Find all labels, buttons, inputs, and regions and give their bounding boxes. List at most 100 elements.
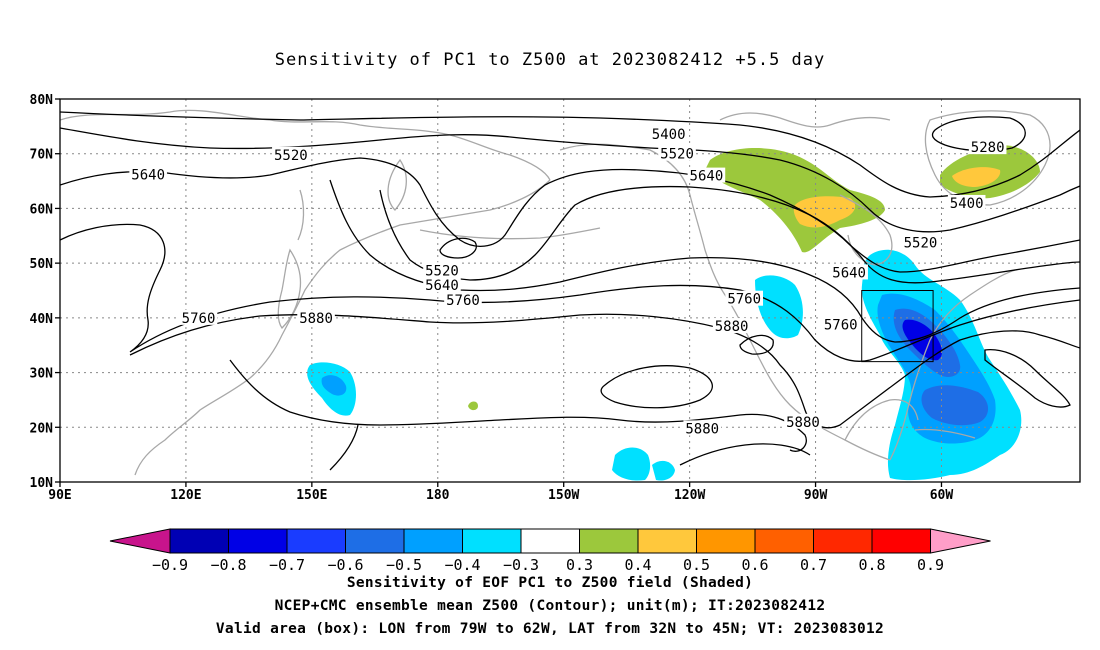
- figure-title: Sensitivity of PC1 to Z500 at 2023082412…: [274, 50, 826, 70]
- positive-dot-pacific: [468, 401, 478, 411]
- coast-greenland: [924, 110, 1051, 206]
- lat-label: 60N: [30, 202, 54, 217]
- contour-label-bg: [649, 126, 688, 142]
- coast-caribbean: [914, 428, 976, 439]
- contour-5880-se: [679, 443, 811, 466]
- lon-label: 90E: [48, 488, 71, 503]
- contour-label-bg: [658, 145, 696, 161]
- contour-label: 5880: [786, 415, 820, 431]
- coast-north-america-west: [724, 294, 891, 461]
- caption-shading: Sensitivity of EOF PC1 to Z500 field (Sh…: [346, 575, 754, 591]
- contour-label: 5880: [685, 421, 719, 437]
- colorbar-swatch: [169, 528, 229, 554]
- colorbar-label: −0.3: [503, 556, 539, 574]
- contour-label-bg: [968, 139, 1007, 155]
- contour-5880-loop-east: [984, 349, 1071, 408]
- contour-label-bg: [947, 194, 986, 210]
- coast-sakhalin: [297, 189, 305, 241]
- graticule: [60, 99, 1080, 482]
- colorbar-swatch: [579, 528, 639, 554]
- colorbar-label: 0.9: [917, 556, 944, 574]
- colorbar: −0.9 −0.8 −0.7 −0.6 −0.5 −0.4 −0.3 0.3 0.4 0.5 0.6…: [109, 528, 991, 574]
- contour-label: 5520: [904, 235, 938, 251]
- contour-5280: [931, 116, 1026, 152]
- coast-kamchatka: [387, 158, 407, 211]
- contour-label-bg: [725, 290, 763, 306]
- contour-label-bg: [297, 309, 335, 325]
- contour-label-bg: [423, 277, 461, 293]
- coast-hudson: [839, 194, 893, 266]
- lon-label: 120W: [674, 488, 705, 503]
- contour-label-bg: [179, 309, 218, 325]
- colorbar-swatch: [520, 528, 580, 554]
- contour-label: 5760: [446, 293, 480, 309]
- contour-label: 5640: [690, 169, 724, 185]
- colorbar-label: −0.5: [386, 556, 422, 574]
- lat-label: 20N: [30, 421, 54, 436]
- colorbar-label: −0.7: [269, 556, 305, 574]
- coast-arctic-islands: [719, 112, 891, 128]
- colorbar-label: −0.9: [152, 556, 188, 574]
- contour-label-bg: [784, 413, 822, 429]
- colorbar-swatch: [345, 528, 405, 554]
- colorbar-swatch: [813, 528, 873, 554]
- negative-strong-south: [921, 385, 989, 426]
- colorbar-under-triangle: [109, 528, 171, 554]
- contour-5880-south: [129, 313, 1080, 429]
- colorbar-over-triangle: [930, 528, 991, 554]
- contour-label: 5640: [425, 278, 459, 294]
- latitude-labels: 80N 70N 60N 50N 40N 30N 20N 10N: [30, 93, 60, 491]
- colorbar-swatch: [754, 528, 814, 554]
- lat-label: 50N: [30, 257, 54, 272]
- contour-5520-loop: [439, 237, 477, 259]
- contour-label-bg: [423, 262, 461, 278]
- lat-label: 40N: [30, 312, 54, 327]
- contour-label-bg: [830, 264, 868, 280]
- colorbar-swatch: [228, 528, 288, 554]
- contour-label-bg: [129, 166, 167, 182]
- positive-core-greenland: [952, 167, 1001, 187]
- colorbar-swatch: [637, 528, 697, 554]
- contour-label: 5520: [274, 148, 308, 164]
- colorbar-label: 0.8: [858, 556, 885, 574]
- sensitivity-shading: [307, 145, 1040, 481]
- coast-asia-east: [134, 179, 551, 476]
- contour-label-bg: [821, 316, 860, 332]
- lat-label: 30N: [30, 367, 54, 382]
- caption-contour: NCEP+CMC ensemble mean Z500 (Contour); u…: [274, 598, 826, 614]
- contour-label-bg: [444, 291, 482, 307]
- coast-aleutians: [419, 227, 601, 240]
- contour-label: 5280: [971, 140, 1005, 156]
- map-frame: [59, 98, 1081, 483]
- contour-5880-loop-west: [739, 334, 774, 355]
- negative-region-tropics: [612, 447, 651, 481]
- lat-label: 80N: [30, 93, 54, 108]
- negative-core-westpac: [321, 375, 347, 396]
- colorbar-label: 0.5: [683, 556, 710, 574]
- positive-core-canada: [793, 196, 856, 228]
- lon-label: 150E: [296, 488, 327, 503]
- contour-5400-north: [60, 111, 1080, 198]
- contour-label-bg: [712, 318, 751, 334]
- contour-label: 5520: [660, 147, 694, 163]
- contour-label: 5760: [824, 317, 858, 333]
- colorbar-swatch: [403, 528, 463, 554]
- contour-label: 5760: [182, 311, 216, 327]
- contour-label: 5640: [131, 168, 165, 184]
- contour-label: 5400: [950, 196, 984, 212]
- contour-label-bg: [687, 167, 726, 183]
- lon-label: 60W: [930, 488, 954, 503]
- colorbar-swatch: [696, 528, 756, 554]
- colorbar-swatch: [871, 528, 931, 554]
- contour-5880-oval: [600, 365, 713, 409]
- lon-label: 150W: [548, 488, 579, 503]
- lon-label: 120E: [170, 488, 201, 503]
- colorbar-label: 0.6: [741, 556, 768, 574]
- contour-label: 5880: [299, 311, 333, 327]
- coast-japan: [277, 248, 302, 329]
- colorbar-label: 0.4: [624, 556, 651, 574]
- contour-5640-north: [60, 157, 1080, 273]
